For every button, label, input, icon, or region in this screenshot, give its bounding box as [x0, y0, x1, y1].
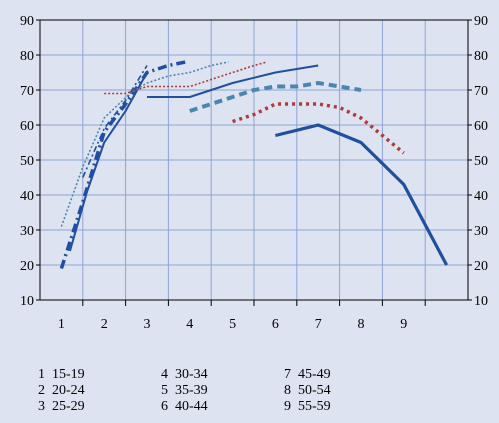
series-line-3	[82, 65, 148, 178]
y-tick-label-left: 80	[20, 49, 34, 64]
series-line-4	[60, 61, 229, 227]
y-tick-label-right: 50	[474, 154, 488, 169]
legend-item: 8 50-54	[284, 383, 331, 398]
legend-item: 7 45-49	[284, 367, 331, 382]
legend-item: 9 55-59	[284, 399, 331, 414]
axes	[36, 19, 472, 306]
series-line-1	[59, 60, 186, 270]
series-group	[59, 60, 449, 270]
legend-item: 2 20-24	[38, 383, 85, 398]
x-tick-label: 1	[58, 317, 65, 332]
y-tick-label-left: 10	[20, 294, 34, 309]
y-tick-label-left: 90	[20, 14, 34, 29]
x-tick-label: 6	[272, 317, 279, 332]
legend-item: 1 15-19	[38, 367, 85, 382]
legend-item: 5 35-39	[161, 383, 208, 398]
legend-item: 6 40-44	[161, 399, 208, 414]
x-tick-label: 9	[400, 317, 407, 332]
x-tick-label: 2	[101, 317, 108, 332]
y-tick-label-right: 70	[474, 84, 488, 99]
series-line-6	[147, 64, 319, 98]
y-tick-label-right: 60	[474, 119, 488, 134]
tick-labels: 10 10 20 20 30 30 40 40 50 50 60 60 70 70 80 80 90 90 1 2 3 4…	[20, 14, 488, 332]
legend-item: 4 30-34	[161, 367, 208, 382]
series-line-5	[104, 61, 268, 95]
y-tick-label-left: 20	[20, 259, 34, 274]
y-tick-label-left: 50	[20, 154, 34, 169]
y-tick-label-left: 70	[20, 84, 34, 99]
legend-item: 3 25-29	[38, 399, 85, 414]
y-tick-label-left: 40	[20, 189, 34, 204]
x-tick-label: 5	[229, 317, 236, 332]
y-tick-label-right: 80	[474, 49, 488, 64]
series-line-7	[189, 81, 362, 113]
y-tick-label-right: 40	[474, 189, 488, 204]
series-line-9	[275, 123, 449, 266]
y-tick-label-right: 10	[474, 294, 488, 309]
y-tick-label-right: 30	[474, 224, 488, 239]
y-tick-label-right: 20	[474, 259, 488, 274]
series-line-8	[232, 102, 405, 155]
x-tick-label: 7	[315, 317, 322, 332]
line-chart: 10 10 20 20 30 30 40 40 50 50 60 60 70 70 80 80 90 90 1 2 3 4…	[20, 14, 488, 332]
y-tick-label-left: 60	[20, 119, 34, 134]
x-tick-label: 8	[358, 317, 365, 332]
x-tick-label: 3	[144, 317, 151, 332]
y-tick-label-left: 30	[20, 224, 34, 239]
x-tick-label: 4	[186, 317, 193, 332]
y-tick-label-right: 90	[474, 14, 488, 29]
series-line-2	[68, 72, 148, 252]
